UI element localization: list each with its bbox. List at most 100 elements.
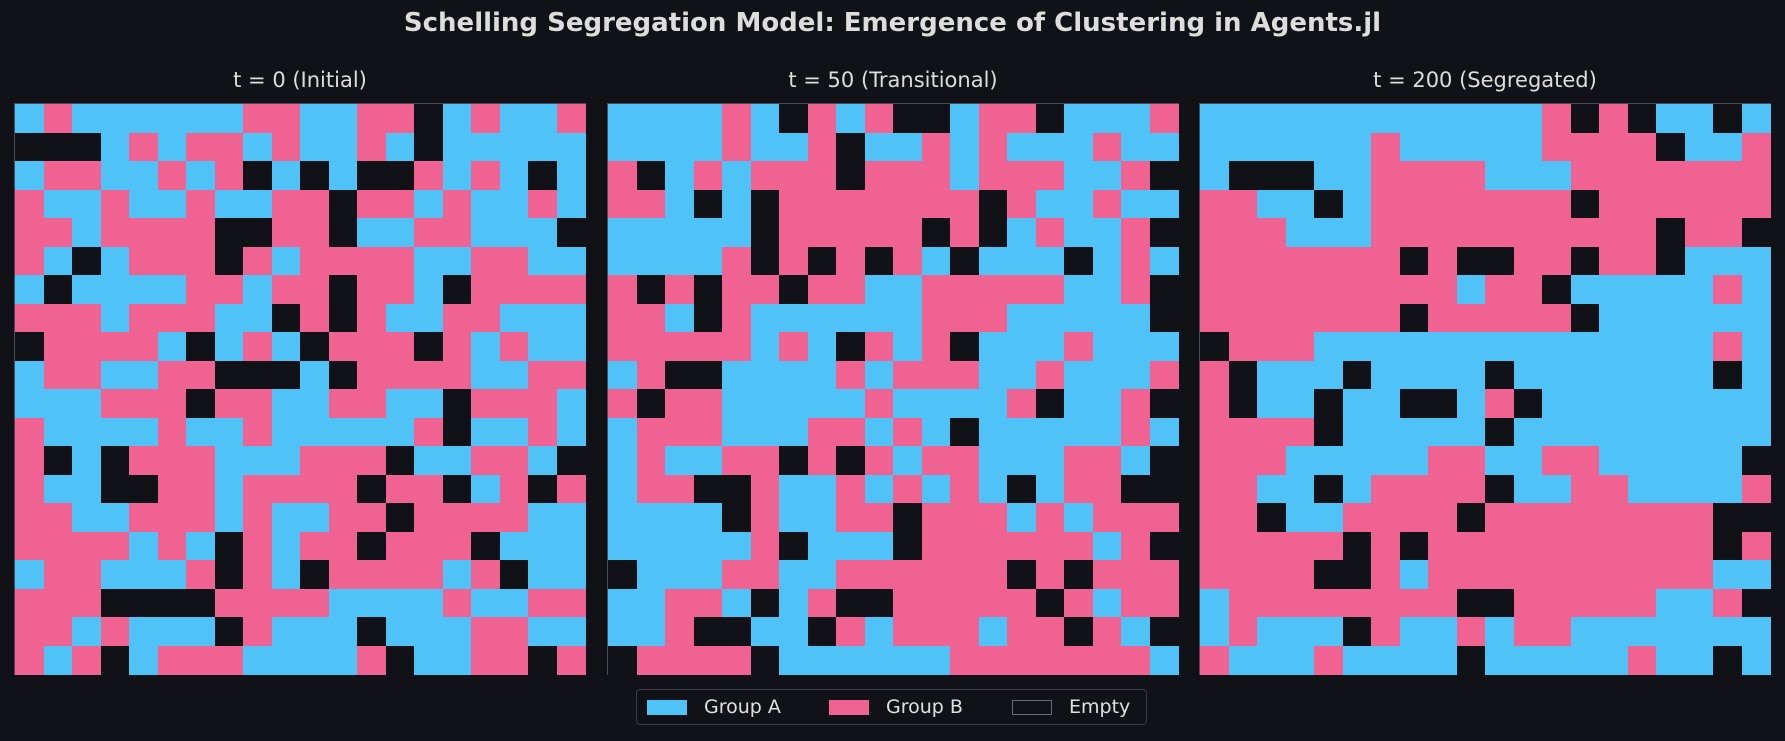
cell-group-a (1713, 389, 1742, 418)
cell-group-a (1485, 332, 1514, 361)
cell-group-a (414, 275, 443, 304)
cell-group-a (385, 417, 415, 447)
cell-group-a (1399, 360, 1429, 390)
cell-group-b (1485, 389, 1514, 418)
cell-group-a (1200, 588, 1229, 618)
cell-group-a (779, 645, 808, 675)
cell-empty (1228, 161, 1258, 190)
cell-group-b (15, 246, 44, 276)
cell-group-b (1371, 303, 1400, 333)
cell-empty (414, 332, 443, 361)
cell-empty (807, 617, 837, 646)
cell-group-b (1599, 588, 1628, 618)
cell-group-b (1542, 218, 1571, 247)
cell-empty (214, 560, 244, 589)
cell-group-a (1064, 189, 1093, 219)
cell-group-b (1149, 104, 1179, 133)
cell-group-b (1200, 417, 1229, 447)
cell-group-a (1428, 360, 1457, 390)
cell-group-a (129, 360, 158, 390)
cell-group-b (1513, 560, 1543, 589)
cell-group-b (1285, 417, 1315, 447)
cell-group-b (1371, 588, 1400, 618)
cell-group-b (43, 560, 73, 589)
cell-group-b (807, 588, 837, 618)
cell-group-a (665, 161, 694, 190)
cell-group-b (1371, 246, 1400, 276)
cell-group-a (1371, 645, 1400, 675)
legend-swatch-empty (1012, 699, 1052, 715)
cell-group-a (1627, 303, 1657, 333)
cell-group-b (214, 132, 244, 162)
cell-group-b (72, 531, 101, 561)
cell-empty (1485, 360, 1514, 390)
cell-group-b (1456, 161, 1486, 190)
cell-group-b (1121, 503, 1150, 532)
cell-group-a (129, 617, 158, 646)
cell-group-a (385, 389, 415, 418)
cell-group-a (1035, 474, 1065, 504)
cell-group-b (1428, 531, 1457, 561)
cell-group-a (665, 303, 694, 333)
cell-group-b (186, 474, 215, 504)
cell-group-a (1684, 617, 1714, 646)
cell-group-b (1456, 474, 1486, 504)
cell-group-b (893, 161, 922, 190)
cell-group-b (357, 389, 386, 418)
cell-empty (921, 104, 951, 133)
cell-group-b (1684, 560, 1714, 589)
cell-group-b (950, 474, 979, 504)
cell-group-b (665, 332, 694, 361)
cell-group-a (300, 503, 329, 532)
cell-group-b (921, 303, 951, 333)
cell-empty (950, 246, 979, 276)
cell-empty (1399, 531, 1429, 561)
cell-group-b (43, 218, 73, 247)
cell-group-a (807, 503, 837, 532)
cell-empty (1570, 303, 1600, 333)
cell-group-a (921, 389, 951, 418)
cell-group-a (414, 246, 443, 276)
cell-group-a (499, 360, 529, 390)
cell-group-b (1456, 218, 1486, 247)
cell-group-a (1570, 617, 1600, 646)
cell-group-a (471, 360, 500, 390)
cell-group-b (186, 246, 215, 276)
cell-group-a (1121, 617, 1150, 646)
cell-group-b (750, 531, 780, 561)
cell-group-b (556, 360, 586, 390)
cell-group-b (779, 332, 808, 361)
cell-empty (1149, 474, 1179, 504)
cell-group-b (214, 389, 244, 418)
cell-group-a (1121, 360, 1150, 390)
cell-empty (357, 617, 386, 646)
cell-empty (528, 474, 557, 504)
cell-group-b (978, 560, 1008, 589)
cell-group-b (665, 275, 694, 304)
cell-group-a (357, 218, 386, 247)
cell-group-b (1428, 218, 1457, 247)
cell-group-b (1399, 218, 1429, 247)
cell-group-a (807, 531, 837, 561)
cell-group-b (893, 560, 922, 589)
cell-group-a (471, 189, 500, 219)
cell-group-a (779, 474, 808, 504)
cell-group-a (1285, 389, 1315, 418)
cell-group-b (1121, 645, 1150, 675)
cell-group-a (1149, 189, 1179, 219)
cell-group-a (499, 161, 529, 190)
cell-group-a (978, 446, 1008, 475)
cell-empty (636, 275, 666, 304)
cell-group-a (1092, 104, 1122, 133)
cell-group-b (722, 446, 751, 475)
cell-group-a (556, 161, 586, 190)
cell-empty (1314, 474, 1343, 504)
cell-group-a (1285, 360, 1315, 390)
cell-empty (722, 617, 751, 646)
cell-group-a (499, 588, 529, 618)
cell-group-a (1149, 332, 1179, 361)
cell-group-a (807, 645, 837, 675)
cell-empty (1314, 560, 1343, 589)
cell-group-b (471, 246, 500, 276)
cell-group-a (1007, 417, 1036, 447)
